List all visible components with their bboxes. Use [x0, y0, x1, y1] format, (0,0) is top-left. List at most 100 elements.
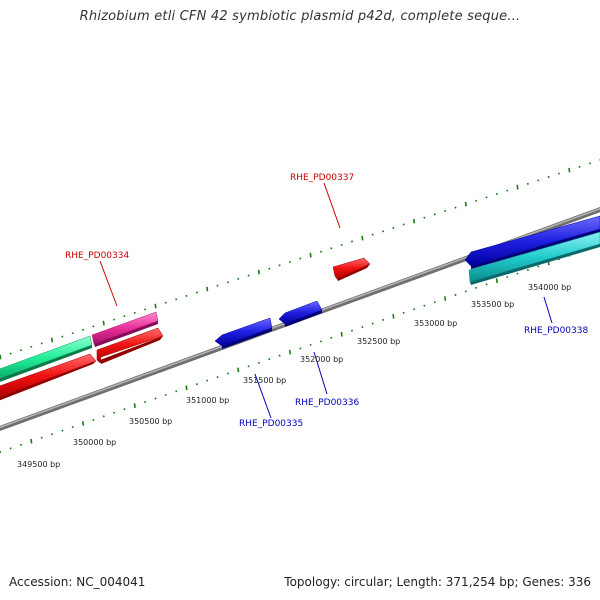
- minor-tick: [206, 379, 209, 382]
- minor-tick: [247, 274, 250, 277]
- minor-tick: [454, 293, 457, 297]
- minor-tick: [361, 326, 364, 329]
- major-tick: [30, 438, 33, 444]
- major-tick: [50, 337, 54, 343]
- bp-label: 352000 bp: [300, 355, 343, 364]
- bp-label: 351000 bp: [186, 396, 229, 405]
- minor-tick: [61, 335, 64, 338]
- minor-tick: [464, 290, 467, 293]
- reverse-strand-ticks: [0, 242, 600, 454]
- gene-magenta-forward[interactable]: [91, 311, 159, 347]
- minor-tick: [557, 172, 560, 175]
- minor-tick: [413, 308, 416, 311]
- minor-tick: [402, 311, 405, 314]
- minor-tick: [195, 383, 198, 386]
- major-tick: [237, 367, 240, 373]
- bp-label: 350000 bp: [73, 438, 116, 447]
- minor-tick: [71, 332, 74, 335]
- minor-tick: [382, 230, 385, 233]
- minor-tick: [547, 175, 550, 179]
- minor-tick: [9, 352, 12, 355]
- gene-blue-RHE_PD00335[interactable]: [214, 317, 273, 349]
- minor-tick: [475, 286, 478, 289]
- gene-red-forward-a[interactable]: [0, 353, 97, 401]
- minor-tick: [495, 192, 498, 196]
- minor-tick: [330, 247, 333, 250]
- minor-tick: [402, 223, 405, 226]
- minor-tick: [82, 328, 85, 331]
- minor-tick: [319, 250, 323, 253]
- bp-label: 353000 bp: [414, 319, 457, 328]
- bp-label: 349500 bp: [17, 460, 60, 469]
- minor-tick: [506, 276, 509, 279]
- minor-tick: [113, 411, 116, 414]
- minor-tick: [40, 342, 43, 345]
- gene-red-RHE_PD00337[interactable]: [332, 257, 371, 281]
- minor-tick: [237, 277, 240, 280]
- minor-tick: [485, 196, 488, 199]
- minor-tick: [475, 199, 478, 202]
- bp-label: 353500 bp: [471, 300, 514, 309]
- minor-tick: [133, 311, 136, 314]
- minor-tick: [102, 415, 105, 418]
- major-tick: [464, 201, 467, 207]
- major-tick: [361, 235, 364, 241]
- minor-tick: [485, 283, 488, 286]
- bp-label: 354000 bp: [528, 283, 571, 292]
- minor-tick: [516, 272, 519, 275]
- major-tick: [0, 354, 2, 360]
- label-leader-lines: [99, 182, 553, 419]
- minor-tick: [123, 315, 126, 318]
- gene-red-forward-b[interactable]: [96, 327, 164, 364]
- minor-tick: [371, 322, 374, 325]
- minor-tick: [50, 433, 54, 436]
- minor-tick: [61, 429, 64, 432]
- gene-blue-long[interactable]: [464, 215, 600, 269]
- minor-tick: [288, 260, 292, 263]
- gene-cyan-RHE_PD00338[interactable]: [468, 231, 600, 285]
- minor-tick: [92, 325, 95, 328]
- major-tick: [133, 403, 136, 409]
- minor-tick: [113, 318, 116, 321]
- minor-tick: [154, 397, 157, 400]
- bp-label: 352500 bp: [357, 337, 400, 346]
- topology-summary: Topology: circular; Length: 371,254 bp; …: [284, 575, 591, 589]
- major-tick: [82, 421, 85, 426]
- minor-tick: [175, 298, 178, 301]
- major-tick: [495, 278, 498, 284]
- bp-position-labels: 349500 bp 350000 bp 350500 bp 351000 bp …: [17, 283, 571, 469]
- minor-tick: [319, 340, 323, 343]
- minor-tick: [175, 390, 178, 393]
- minor-tick: [40, 436, 43, 439]
- minor-tick: [299, 347, 302, 350]
- minor-tick: [144, 400, 147, 404]
- gene-features: [0, 215, 600, 401]
- minor-tick: [257, 361, 260, 364]
- gene-blue-RHE_PD00336[interactable]: [278, 300, 323, 327]
- minor-tick: [433, 213, 436, 216]
- major-tick: [568, 167, 571, 173]
- gene-label-RHE_PD00334: RHE_PD00334: [65, 251, 129, 261]
- minor-tick: [123, 408, 126, 411]
- minor-tick: [19, 349, 23, 352]
- bp-label: 351500 bp: [243, 376, 286, 385]
- minor-tick: [578, 165, 581, 168]
- gene-label-RHE_PD00336: RHE_PD00336: [295, 398, 359, 408]
- major-tick: [309, 252, 312, 258]
- minor-tick: [537, 179, 540, 182]
- major-tick: [102, 320, 105, 326]
- minor-tick: [0, 450, 2, 454]
- minor-tick: [309, 343, 312, 346]
- minor-tick: [350, 329, 354, 332]
- major-tick: [154, 303, 157, 309]
- minor-tick: [164, 393, 167, 396]
- gene-label-RHE_PD00335: RHE_PD00335: [239, 419, 303, 429]
- gene-green-forward[interactable]: [0, 335, 93, 383]
- minor-tick: [268, 267, 271, 270]
- major-tick: [444, 296, 447, 301]
- minor-tick: [92, 418, 95, 421]
- minor-tick: [444, 209, 447, 212]
- minor-tick: [526, 268, 529, 272]
- minor-tick: [268, 358, 271, 361]
